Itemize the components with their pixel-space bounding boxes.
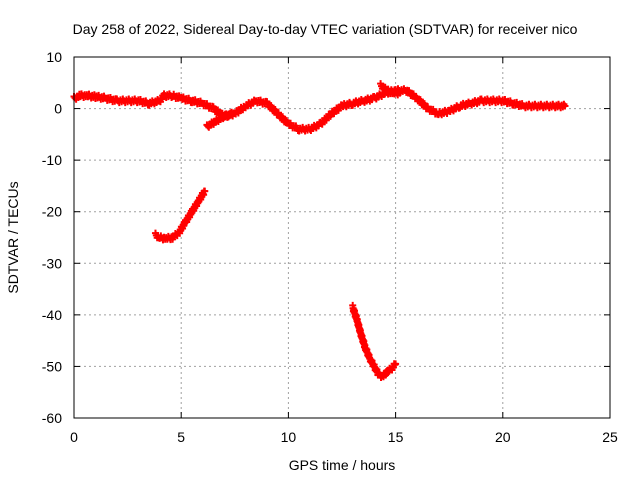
series-main-track (70, 85, 569, 135)
y-tick-label: -30 (42, 255, 62, 271)
x-tick-label: 20 (495, 429, 511, 445)
plot-border (73, 56, 611, 419)
series-arc-2 (349, 301, 400, 382)
series-arc-1 (151, 187, 209, 244)
x-tick-label: 5 (177, 429, 185, 445)
series-short-segment-a (203, 108, 237, 131)
y-tick-label: 10 (46, 49, 62, 65)
data-point (561, 102, 569, 110)
chart-title: Day 258 of 2022, Sidereal Day-to-day VTE… (73, 21, 578, 37)
x-axis-label: GPS time / hours (289, 457, 396, 473)
y-tick-label: 0 (54, 101, 62, 117)
y-tick-label: -40 (42, 307, 62, 323)
y-tick-label: -50 (42, 358, 62, 374)
x-tick-label: 15 (388, 429, 404, 445)
data-point (201, 187, 209, 195)
data-point (229, 110, 237, 118)
series-short-segment-b (377, 80, 404, 99)
data-point (396, 89, 404, 97)
x-tick-label: 0 (70, 429, 78, 445)
y-tick-label: -20 (42, 204, 62, 220)
y-tick-label: -60 (42, 410, 62, 426)
data-points (70, 80, 569, 382)
data-point (392, 360, 400, 368)
x-tick-label: 25 (602, 429, 618, 445)
y-tick-label: -10 (42, 152, 62, 168)
x-tick-label: 10 (281, 429, 297, 445)
y-axis-label: SDTVAR / TECUs (5, 181, 21, 293)
axis-ticks: 0 5 10 15 20 25 10 0 -10 -20 -30 -40 -50 -60 (42, 49, 618, 445)
